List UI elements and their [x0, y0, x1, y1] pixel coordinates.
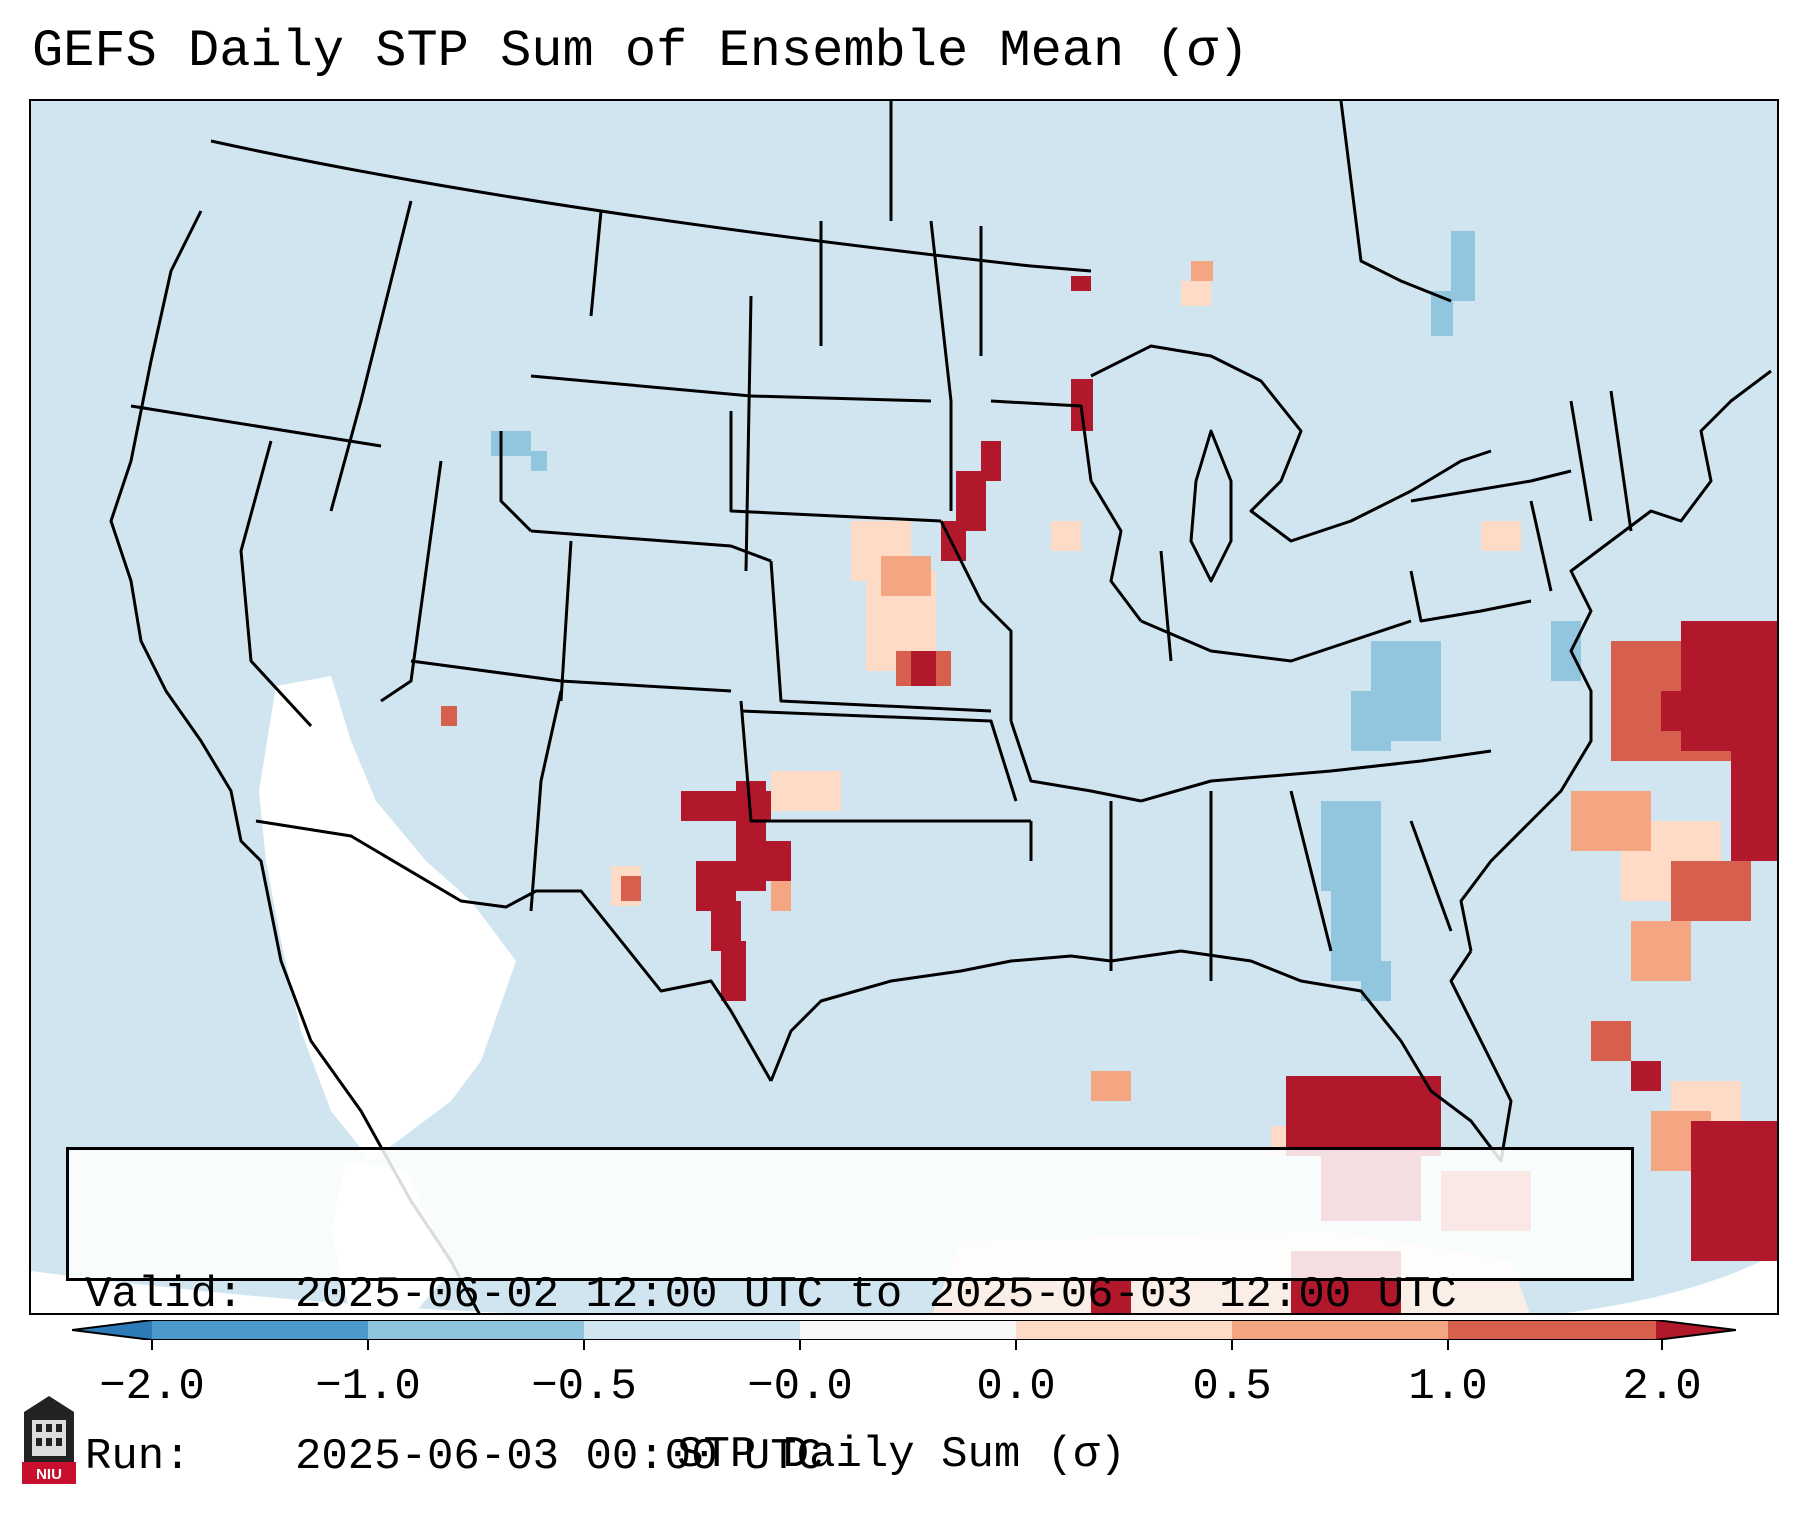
valid-run-info-box: Valid: 2025-06-02 12:00 UTC to 2025-06-0… [66, 1147, 1634, 1482]
colorbar-segment-0 [152, 1320, 368, 1340]
colorbar-segment-5 [1232, 1320, 1448, 1340]
colorbar-tick-label: 0.0 [976, 1362, 1056, 1412]
east-coastline [1459, 369, 1772, 952]
colorbar-tick-label: 2.0 [1622, 1362, 1702, 1412]
colorbar [72, 1320, 1736, 1340]
colorbar-segment-4 [1016, 1320, 1232, 1340]
colorbar-tick-label: −0.0 [747, 1362, 853, 1412]
projection-edge [31, 1271, 506, 1313]
stp-map [31, 101, 1777, 1313]
colorbar-segment-3 [800, 1320, 1016, 1340]
colorbar-tick-label: −1.0 [315, 1362, 421, 1412]
great-lakes-outline [1090, 344, 1492, 543]
colorbar-tick-marks [151, 1340, 1663, 1350]
logo-text: NIU [36, 1466, 62, 1483]
negative-anomaly-cells [491, 231, 1581, 1001]
colorbar-tick-label: 1.0 [1408, 1362, 1488, 1412]
run-row: Run: 2025-06-03 00:00 UTC [85, 1430, 1631, 1484]
state-borders [109, 101, 1772, 1313]
niu-tower-logo-icon: NIU [22, 1396, 76, 1484]
colorbar-segment-2 [584, 1320, 800, 1340]
colorbar-tick-label: −2.0 [99, 1362, 205, 1412]
colorbar-extend-low [72, 1320, 152, 1340]
us-mexico-border [255, 819, 773, 1082]
lake-michigan [1189, 429, 1233, 583]
colorbar-extend-high [1656, 1320, 1736, 1340]
west-coastline [109, 210, 481, 1313]
colorbar-segment-6 [1448, 1320, 1656, 1340]
colorbar-title: STP Daily Sum (σ) [677, 1430, 1126, 1480]
projection-edge [1565, 1253, 1777, 1313]
run-label: Run: [85, 1432, 191, 1482]
colorbar-tick-label: −0.5 [531, 1362, 637, 1412]
valid-row: Valid: 2025-06-02 12:00 UTC to 2025-06-0… [85, 1268, 1631, 1322]
run-value: 2025-06-03 00:00 UTC [295, 1432, 824, 1482]
map-title: GEFS Daily STP Sum of Ensemble Mean (σ) [32, 22, 1249, 81]
colorbar-tick-label: 0.5 [1192, 1362, 1272, 1412]
map-panel[interactable] [29, 99, 1779, 1315]
valid-label: Valid: [85, 1270, 244, 1320]
gulf-coastline [769, 949, 1513, 1163]
colorbar-segment-1 [368, 1320, 584, 1340]
us-canada-border [210, 139, 1092, 273]
valid-value: 2025-06-02 12:00 UTC to 2025-06-03 12:00… [295, 1270, 1457, 1320]
